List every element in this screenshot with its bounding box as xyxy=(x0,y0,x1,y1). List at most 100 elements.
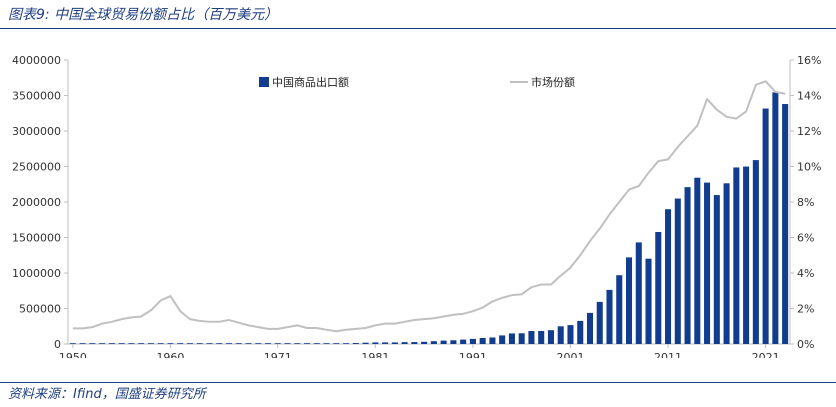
y-left-tick-label: 3500000 xyxy=(12,90,61,103)
bar xyxy=(216,343,223,344)
figure-title: 图表9: 中国全球贸易份额占比（百万美元） xyxy=(8,7,279,23)
bar xyxy=(606,289,613,344)
y-left-tick-label: 2000000 xyxy=(12,196,61,209)
y-left-tick-label: 3000000 xyxy=(12,125,61,138)
legend: 中国商品出口额 市场份额 xyxy=(259,75,575,89)
title-rule xyxy=(0,28,836,29)
bar xyxy=(704,182,711,344)
bar xyxy=(401,342,408,344)
bar xyxy=(245,343,252,344)
legend-bar-swatch xyxy=(259,77,269,87)
bar xyxy=(723,183,730,344)
y-left-tick-label: 4000000 xyxy=(12,54,61,67)
y-right-tick-label: 14% xyxy=(797,90,821,103)
bar xyxy=(772,92,779,344)
bar xyxy=(713,195,720,344)
y-right-tick-label: 16% xyxy=(797,54,821,67)
bar xyxy=(733,167,740,344)
bar xyxy=(469,338,476,344)
bar xyxy=(391,342,398,344)
bar xyxy=(323,343,330,344)
source-note: 资料来源：Ifind，国盛证券研究所 xyxy=(8,387,206,402)
bar xyxy=(625,257,633,344)
bar xyxy=(157,343,164,344)
bar xyxy=(147,343,154,344)
bar xyxy=(186,343,193,344)
bar xyxy=(138,343,145,344)
bar xyxy=(264,343,272,344)
bar xyxy=(508,333,515,344)
y-right-tick-label: 12% xyxy=(797,125,821,138)
y-left-tick-label: 1000000 xyxy=(12,267,61,280)
bar xyxy=(743,166,750,344)
bar xyxy=(118,343,125,344)
bar xyxy=(79,343,86,344)
bar xyxy=(382,342,389,344)
share-line xyxy=(72,80,786,333)
bar xyxy=(645,258,652,344)
bar xyxy=(684,187,691,344)
line-series xyxy=(72,80,786,333)
bar xyxy=(196,343,203,344)
tick-labels: 0 500000 1000000 1500000 2000000 2500000 30000… xyxy=(12,54,821,358)
source-rule xyxy=(0,382,836,383)
bar xyxy=(304,343,311,344)
bar xyxy=(274,343,281,344)
bar xyxy=(128,343,135,344)
y-right-tick-label: 2% xyxy=(797,303,814,316)
export-share-chart: 0 500000 1000000 1500000 2000000 2500000 30000… xyxy=(12,54,821,358)
bar xyxy=(89,343,96,344)
bar xyxy=(225,343,233,344)
bar xyxy=(99,343,106,344)
bar xyxy=(430,341,437,344)
bar xyxy=(547,330,554,344)
bar xyxy=(460,339,467,344)
bar xyxy=(255,343,262,344)
bar xyxy=(596,301,603,344)
x-tick-label: 2021 xyxy=(752,351,780,358)
bar xyxy=(421,341,428,344)
bar xyxy=(752,160,759,344)
bar xyxy=(567,325,574,344)
bar xyxy=(577,320,584,344)
legend-label-exports: 中国商品出口额 xyxy=(272,75,349,89)
y-left-tick-label: 0 xyxy=(54,338,61,351)
bar xyxy=(362,342,369,344)
bar xyxy=(333,343,340,344)
bar xyxy=(762,108,769,344)
bar xyxy=(235,343,242,344)
bar xyxy=(372,342,379,344)
bar xyxy=(557,326,564,344)
bar xyxy=(635,242,642,344)
bar xyxy=(499,335,506,344)
bar xyxy=(616,275,623,344)
bar xyxy=(294,343,301,344)
y-left-tick-label: 2500000 xyxy=(12,161,61,174)
bar xyxy=(665,209,672,344)
axes-layer xyxy=(64,59,794,348)
bar xyxy=(206,343,213,344)
bar xyxy=(440,340,447,344)
bar xyxy=(479,337,486,344)
bar xyxy=(782,104,789,344)
bar xyxy=(518,333,525,344)
y-right-tick-label: 8% xyxy=(797,196,814,209)
x-tick-label: 1991 xyxy=(459,351,487,358)
y-left-tick-label: 1500000 xyxy=(12,232,61,245)
bar xyxy=(108,343,115,344)
x-tick-label: 2001 xyxy=(556,351,584,358)
bar xyxy=(411,342,418,344)
bar xyxy=(450,340,457,344)
bar xyxy=(528,331,535,344)
bar xyxy=(69,343,76,344)
bar xyxy=(586,312,594,344)
bar xyxy=(694,177,701,344)
y-right-tick-label: 4% xyxy=(797,267,814,280)
bar xyxy=(655,231,662,344)
legend-label-share: 市场份额 xyxy=(531,75,575,89)
x-tick-label: 1971 xyxy=(264,351,292,358)
x-tick-label: 1950 xyxy=(59,351,87,358)
y-right-tick-label: 10% xyxy=(797,161,821,174)
bar xyxy=(352,343,359,344)
x-tick-label: 1981 xyxy=(361,351,389,358)
